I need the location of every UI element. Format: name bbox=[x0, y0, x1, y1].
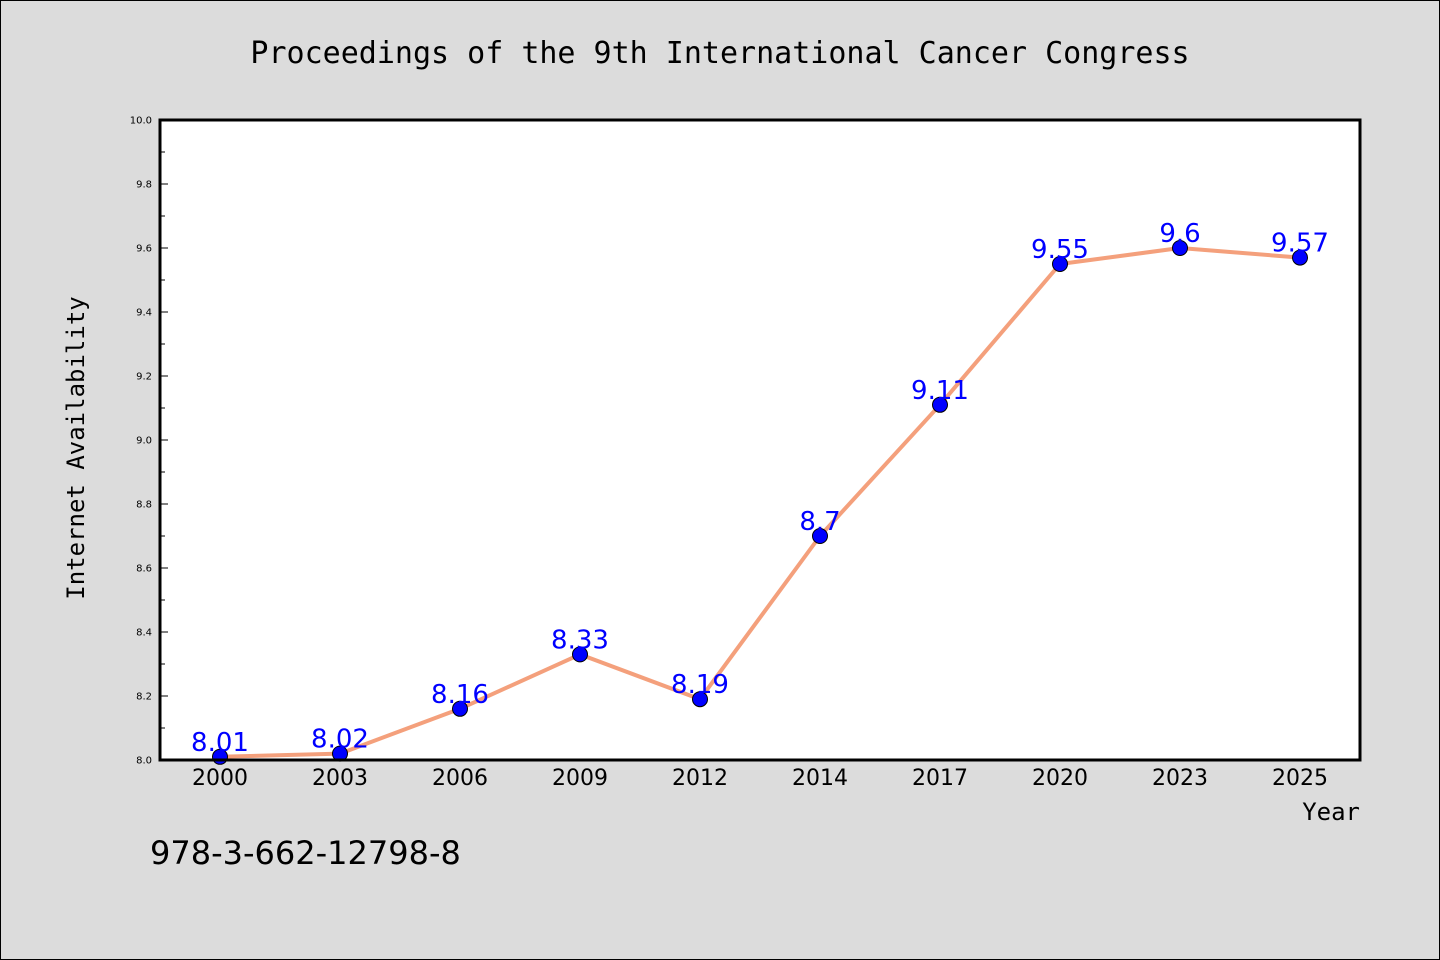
x-tick-label: 2014 bbox=[792, 766, 848, 791]
y-tick-label: 8.8 bbox=[136, 500, 152, 511]
x-tick-label: 2017 bbox=[912, 766, 968, 791]
x-tick-label: 2020 bbox=[1032, 766, 1088, 791]
x-tick-label: 2012 bbox=[672, 766, 728, 791]
y-tick-label: 8.0 bbox=[136, 756, 152, 767]
data-label: 9.6 bbox=[1159, 219, 1200, 249]
y-tick-label: 8.2 bbox=[136, 692, 152, 703]
series-line bbox=[219, 246, 1301, 759]
data-point bbox=[932, 396, 948, 413]
x-tick-label: 2025 bbox=[1272, 766, 1328, 791]
data-label: 8.7 bbox=[799, 507, 840, 537]
y-tick-label: 9.2 bbox=[136, 372, 152, 383]
data-point bbox=[452, 700, 468, 717]
x-tick-label: 2003 bbox=[312, 766, 368, 791]
plot-frame bbox=[158, 118, 1362, 762]
y-tick-label: 8.6 bbox=[136, 564, 152, 575]
isbn-code: 978-3-662-12798-8 bbox=[150, 834, 461, 872]
y-tick-label: 10.0 bbox=[130, 116, 152, 127]
data-point bbox=[692, 691, 708, 708]
y-axis: 8.0 8.2 8.4 8.6 8.8 9.0 9.2 9.4 9.6 9.8 10.0 bbox=[130, 116, 168, 767]
data-label: 9.55 bbox=[1031, 235, 1089, 265]
data-label: 8.01 bbox=[191, 728, 249, 758]
x-axis: 2000 2003 2006 2009 2012 2014 2017 2020 2023 2025 bbox=[192, 766, 1328, 791]
plot-area bbox=[160, 120, 1360, 760]
data-label: 8.16 bbox=[431, 680, 489, 710]
y-tick-label: 9.6 bbox=[136, 244, 152, 255]
data-label: 8.19 bbox=[671, 670, 729, 700]
data-label: 8.33 bbox=[551, 625, 609, 655]
data-point bbox=[1172, 240, 1188, 256]
chart-title: Proceedings of the 9th International Can… bbox=[250, 36, 1189, 71]
y-tick-label: 9.0 bbox=[136, 436, 152, 447]
data-label: 9.57 bbox=[1271, 229, 1329, 259]
x-tick-label: 2000 bbox=[192, 766, 248, 791]
data-point bbox=[1292, 249, 1308, 266]
y-tick-label: 9.4 bbox=[136, 308, 152, 319]
y-axis-label: Internet Availability bbox=[62, 296, 90, 599]
data-point bbox=[1052, 256, 1068, 272]
data-label: 8.02 bbox=[311, 725, 369, 755]
x-tick-label: 2023 bbox=[1152, 766, 1208, 791]
data-point bbox=[572, 646, 588, 663]
data-point bbox=[812, 528, 828, 544]
x-tick-label: 2009 bbox=[552, 766, 608, 791]
y-tick-label: 9.8 bbox=[136, 180, 152, 191]
data-label: 9.11 bbox=[911, 376, 969, 406]
series-layer: 8.01 8.02 8.16 8.33 8.19 8.7 9.11 9.55 9.6 9.57 bbox=[191, 219, 1329, 765]
x-axis-label: Year bbox=[1302, 798, 1360, 826]
y-tick-label: 8.4 bbox=[136, 628, 152, 639]
x-tick-label: 2006 bbox=[432, 766, 488, 791]
